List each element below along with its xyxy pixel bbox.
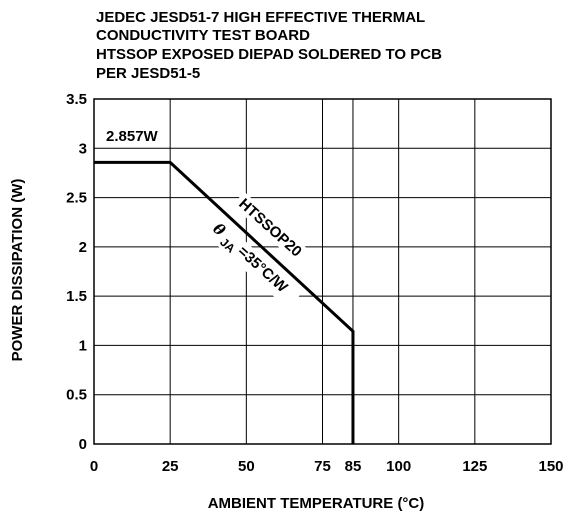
x-axis-label: AMBIENT TEMPERATURE (°C): [208, 495, 425, 512]
max-power-label: 2.857W: [106, 128, 159, 145]
x-tick-label: 25: [162, 458, 179, 475]
x-tick-label: 0: [90, 458, 98, 475]
chart-title-line-1: JEDEC JESD51-7 HIGH EFFECTIVE THERMAL: [96, 9, 425, 26]
x-tick-label: 125: [462, 458, 487, 475]
x-tick-label: 85: [345, 458, 362, 475]
x-tick-label: 100: [386, 458, 411, 475]
y-axis-label: POWER DISSIPATION (W): [9, 179, 26, 362]
chart-title-line-3: HTSSOP EXPOSED DIEPAD SOLDERED TO PCB: [96, 46, 442, 63]
y-tick-label: 1: [79, 337, 87, 354]
y-tick-label: 3: [79, 140, 87, 157]
chart-title-line-2: CONDUCTIVITY TEST BOARD: [96, 27, 310, 44]
x-tick-labels: 0 25 50 75 85 100 125 150: [90, 458, 564, 475]
y-tick-label: 3.5: [66, 91, 87, 108]
chart-title-line-4: PER JESD51-5: [96, 65, 200, 82]
y-tick-labels: 0 0.5 1 1.5 2 2.5 3 3.5: [66, 91, 87, 453]
x-tick-label: 50: [238, 458, 255, 475]
y-tick-label: 2.5: [66, 190, 87, 207]
grid-lines: [93, 98, 552, 445]
theta-value: =35°C/W: [234, 243, 291, 297]
x-tick-label: 150: [538, 458, 563, 475]
y-tick-label: 0.5: [66, 387, 87, 404]
y-tick-label: 2: [79, 239, 87, 256]
derating-curve-htssop20: [94, 160, 355, 444]
plot-frame: [93, 98, 552, 445]
y-tick-label: 0: [79, 436, 87, 453]
x-tick-label: 75: [314, 458, 331, 475]
y-tick-label: 1.5: [66, 288, 87, 305]
